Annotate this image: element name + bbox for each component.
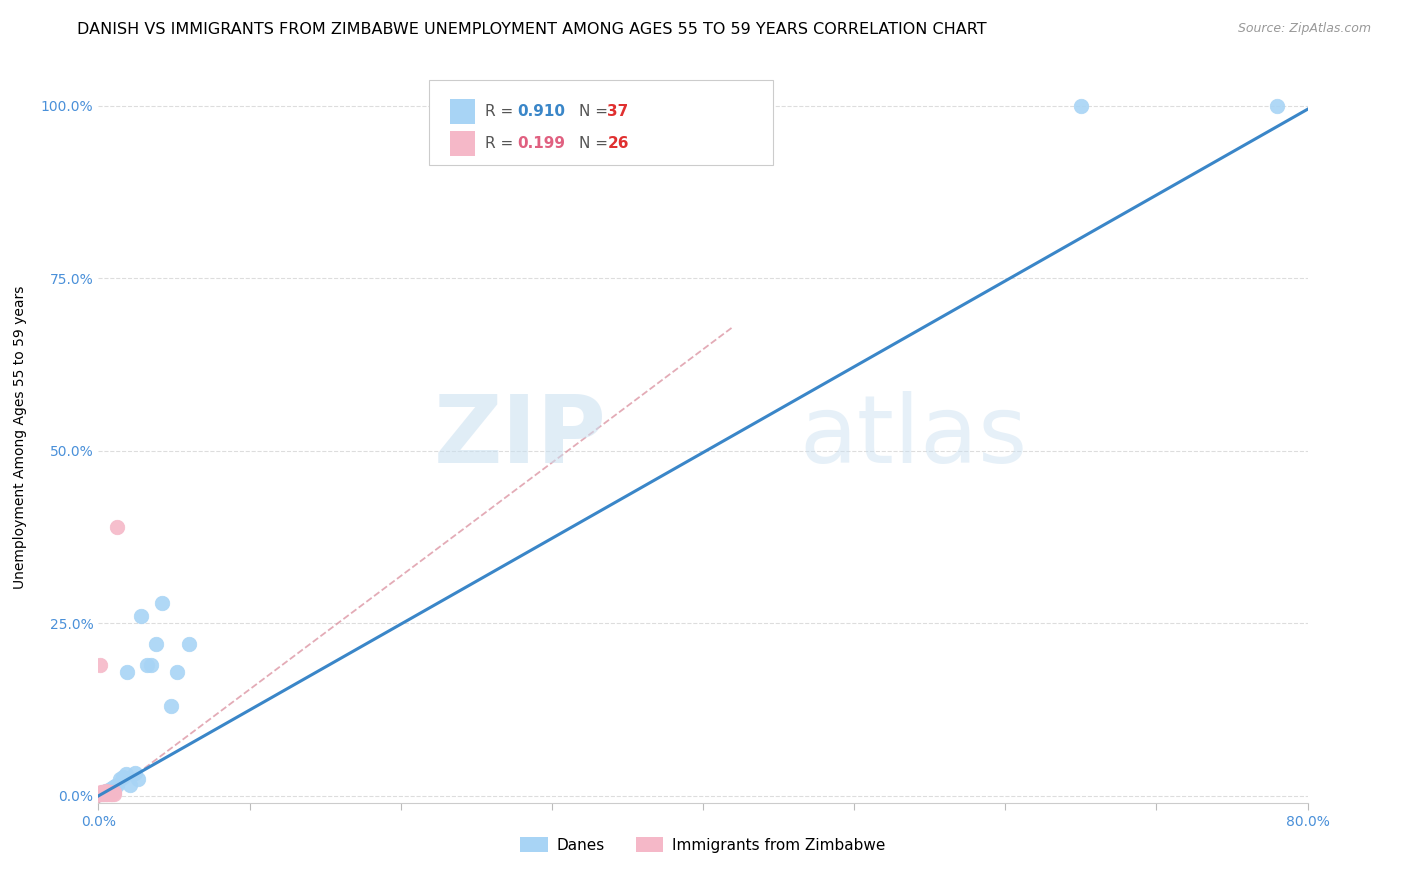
Point xyxy=(1267,99,1289,113)
Point xyxy=(103,785,125,799)
Text: R =: R = xyxy=(485,136,519,151)
Point xyxy=(101,780,124,795)
Point xyxy=(96,785,118,799)
Text: 26: 26 xyxy=(607,136,628,151)
Point xyxy=(105,520,128,534)
Text: ZIP: ZIP xyxy=(433,391,606,483)
Point xyxy=(93,785,115,799)
Point xyxy=(114,767,136,781)
Point xyxy=(100,784,122,798)
Point xyxy=(91,786,114,800)
Point xyxy=(160,699,183,714)
Point xyxy=(91,787,114,801)
Point xyxy=(129,609,152,624)
Point xyxy=(100,786,122,800)
Point xyxy=(101,783,124,797)
Point xyxy=(96,785,118,799)
Text: atlas: atlas xyxy=(800,391,1028,483)
Text: DANISH VS IMMIGRANTS FROM ZIMBABWE UNEMPLOYMENT AMONG AGES 55 TO 59 YEARS CORREL: DANISH VS IMMIGRANTS FROM ZIMBABWE UNEMP… xyxy=(77,22,987,37)
Point xyxy=(96,786,118,800)
Text: R =: R = xyxy=(485,104,519,119)
Point xyxy=(101,787,124,801)
Point xyxy=(89,657,111,672)
Point xyxy=(150,596,173,610)
Point xyxy=(124,766,146,780)
Point xyxy=(91,785,114,799)
Point xyxy=(108,772,131,786)
Point xyxy=(94,784,117,798)
Point xyxy=(90,785,112,799)
Point xyxy=(94,787,117,801)
Point xyxy=(90,787,112,801)
Point xyxy=(94,784,117,798)
Point xyxy=(127,772,149,786)
Point xyxy=(96,784,118,798)
Point xyxy=(94,785,117,799)
Point xyxy=(91,785,114,799)
Point xyxy=(98,787,121,801)
Legend: Danes, Immigrants from Zimbabwe: Danes, Immigrants from Zimbabwe xyxy=(516,832,890,857)
Point xyxy=(90,787,112,801)
Point xyxy=(104,779,127,793)
Point xyxy=(103,780,125,794)
Point xyxy=(103,787,125,801)
Point xyxy=(145,637,167,651)
Point xyxy=(96,787,118,801)
Text: N =: N = xyxy=(579,104,613,119)
Text: 37: 37 xyxy=(607,104,628,119)
Point xyxy=(94,786,117,800)
Text: N =: N = xyxy=(579,136,613,151)
Point xyxy=(91,786,114,800)
Point xyxy=(100,782,122,797)
Point xyxy=(103,782,125,797)
Point xyxy=(98,782,121,797)
Point xyxy=(98,785,121,799)
Point xyxy=(115,665,138,679)
Point xyxy=(93,786,115,800)
Point xyxy=(98,785,121,799)
Text: Source: ZipAtlas.com: Source: ZipAtlas.com xyxy=(1237,22,1371,36)
Point xyxy=(100,787,122,801)
Point xyxy=(111,770,134,784)
Point xyxy=(93,787,115,801)
Point xyxy=(105,778,128,792)
Point xyxy=(93,785,115,799)
Point xyxy=(89,787,111,801)
Point xyxy=(98,785,121,799)
Point xyxy=(94,785,117,799)
Point xyxy=(120,778,142,792)
Point xyxy=(1070,99,1092,113)
Text: 0.910: 0.910 xyxy=(517,104,565,119)
Point xyxy=(101,786,124,800)
Y-axis label: Unemployment Among Ages 55 to 59 years: Unemployment Among Ages 55 to 59 years xyxy=(13,285,27,589)
Point xyxy=(166,665,188,679)
Point xyxy=(141,657,163,672)
Point xyxy=(135,657,157,672)
Point xyxy=(179,637,201,651)
Point xyxy=(93,786,115,800)
Text: 0.199: 0.199 xyxy=(517,136,565,151)
